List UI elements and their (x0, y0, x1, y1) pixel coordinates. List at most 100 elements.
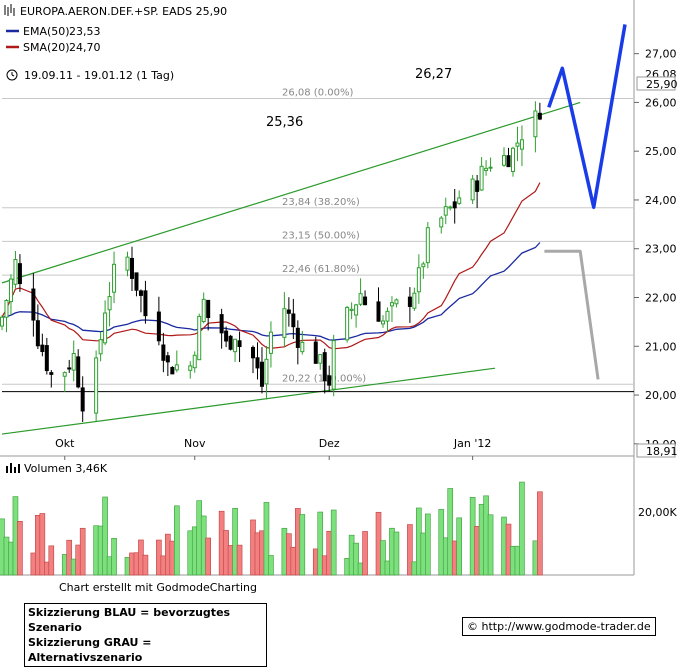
candle-body (300, 341, 305, 353)
grey-scenario-line (544, 249, 600, 380)
main-plot-area (0, 0, 634, 456)
candle-body (188, 365, 193, 371)
candle-body (313, 341, 318, 364)
candle-body (13, 259, 18, 285)
candle-body (219, 314, 224, 334)
volume-bar (79, 527, 86, 576)
clock-icon (6, 69, 18, 81)
candle-body (31, 288, 36, 321)
candle-body (345, 306, 350, 341)
ema50-line (1, 242, 541, 341)
candle-body (4, 300, 9, 318)
candle-body (0, 316, 4, 327)
volume-bar (111, 538, 117, 576)
volume-bar (425, 513, 431, 576)
volume-title: Volumen 3,46K (24, 462, 108, 475)
candle-body (484, 167, 489, 171)
candle-body (138, 290, 143, 296)
candle-body (385, 310, 390, 322)
fib-label: 22,46 (61.80%) (282, 264, 360, 275)
candle-body (268, 331, 273, 354)
candle-body (282, 308, 287, 338)
note-grey: Skizzierung GRAU = Alternativszenario (28, 636, 152, 664)
note-blue: Skizzierung BLAU = bevorzugtes Szenario (28, 606, 231, 634)
volume-bar (48, 545, 55, 576)
volume-bar (362, 531, 368, 576)
candle-body (71, 353, 76, 371)
candle-body (112, 263, 117, 293)
candle-body (161, 344, 166, 361)
candles (0, 101, 542, 422)
candle-body (425, 227, 430, 264)
source-link[interactable]: © http://www.godmode-trader.de (462, 617, 656, 636)
candle-body (452, 201, 457, 209)
candle-body (331, 340, 336, 390)
price-axis-ticks: 27,00 26,00 25,00 24,00 23,00 22,00 21,00 20,00… (634, 48, 677, 451)
fib-label: 23,15 (50.00%) (282, 230, 360, 241)
candle-body (156, 311, 161, 342)
period-row: 19.09.11 - 19.01.12 (1 Tag) (6, 69, 174, 82)
period-label: 19.09.11 - 19.01.12 (1 Tag) (24, 69, 174, 82)
date-axis-ticks: Okt Nov Dez Jan '12 (55, 437, 491, 460)
volume-bar (393, 531, 400, 576)
volume-bar (456, 517, 462, 576)
candle-body (67, 367, 72, 370)
volume-bar (232, 508, 238, 576)
candle-body (389, 302, 394, 307)
candle-body (98, 339, 103, 355)
candle-body (237, 340, 242, 348)
candle-body (35, 320, 40, 347)
chart-credit: Chart erstellt mit GodmodeCharting (59, 581, 257, 594)
volume-tick-label: 20,00K (638, 506, 677, 519)
candle-body (206, 299, 211, 319)
candle-body (107, 296, 112, 311)
fib-label: 23,84 (38.20%) (282, 197, 360, 208)
candle-body (62, 372, 67, 377)
candle-body (264, 358, 269, 385)
volume-bar (330, 509, 337, 576)
price-chart: 26,08 (0.00%) 23,84 (38.20%) 23,15 (50.00%… (0, 0, 677, 576)
candle-body (286, 309, 291, 314)
annotation-26-27: 26,27 (415, 67, 452, 82)
trendlines (1, 101, 634, 435)
candle-body (439, 217, 444, 228)
low-price-label: 18,91 (636, 443, 677, 458)
volume-bar (299, 514, 306, 576)
price-tick-label: 22,00 (645, 291, 677, 304)
candle-body (295, 327, 300, 348)
candle-body (143, 290, 148, 317)
volume-bar (353, 542, 359, 576)
volume-bar (17, 521, 23, 576)
candle-body (519, 139, 524, 150)
volume-bar (205, 537, 211, 576)
candle-body (363, 296, 368, 306)
sma-legend-name: SMA(20) (23, 41, 70, 54)
candle-body (416, 267, 421, 293)
fib-label: 26,08 (0.00%) (282, 88, 353, 99)
sma-legend-value: 24,70 (69, 41, 101, 54)
svg-text:25,90: 25,90 (646, 78, 677, 91)
price-tick-label: 20,00 (645, 389, 677, 402)
candle-body (479, 165, 484, 191)
volume-bar (102, 496, 108, 576)
candle-body (233, 338, 238, 353)
candle-body (533, 110, 538, 138)
volume-bar (407, 524, 413, 576)
current-price-label: 25,90 (636, 76, 677, 91)
candle-body (224, 330, 229, 342)
ema-legend-name: EMA(50) (23, 25, 70, 38)
candle-body (170, 367, 175, 375)
candle-body (502, 155, 507, 166)
date-tick-label: Jan '12 (453, 437, 491, 450)
candle-body (103, 312, 108, 344)
volume-bar (66, 539, 73, 576)
annotation-25-36: 25,36 (266, 115, 303, 130)
candle-body (407, 296, 412, 307)
candle-body (251, 346, 256, 359)
candle-body (8, 278, 13, 303)
candle-body (380, 320, 385, 325)
volume-bar (380, 540, 386, 576)
price-tick-label: 26,00 (645, 96, 677, 109)
candle-body (80, 387, 85, 412)
candle-body (44, 345, 49, 372)
